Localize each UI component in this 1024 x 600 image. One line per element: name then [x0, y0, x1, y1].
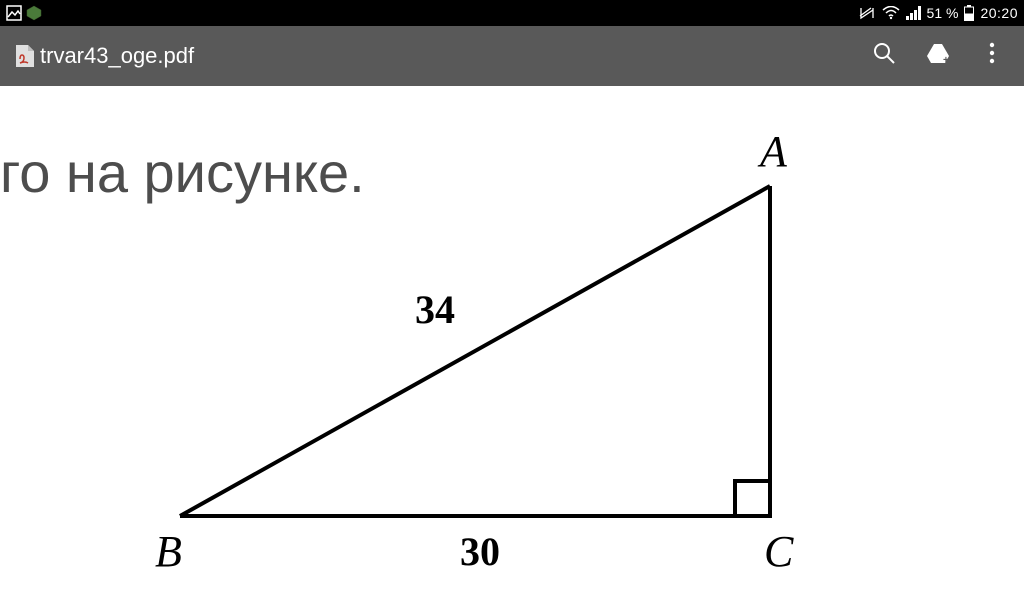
picture-icon — [6, 5, 22, 21]
document-viewport[interactable]: го на рисунке. A B C 34 30 — [0, 86, 1024, 600]
vibrate-icon — [858, 5, 876, 21]
app-bar: trvar43_oge.pdf + — [0, 26, 1024, 86]
clock-text: 20:20 — [980, 5, 1018, 21]
wifi-icon — [882, 6, 900, 20]
battery-text: 51 % — [927, 5, 959, 21]
svg-text:+: + — [943, 55, 949, 64]
signal-icon — [906, 6, 921, 20]
drive-button[interactable]: + — [926, 44, 950, 68]
search-button[interactable] — [872, 44, 896, 68]
vertex-label-a: A — [760, 126, 787, 177]
status-left — [6, 5, 42, 21]
app-actions: + — [872, 44, 1010, 68]
side-label-ab: 34 — [415, 286, 455, 333]
search-icon — [873, 42, 895, 70]
triangle-diagram: A B C 34 30 — [150, 126, 830, 596]
status-right: 51 % 20:20 — [858, 5, 1018, 21]
battery-icon — [964, 5, 974, 21]
app-title[interactable]: trvar43_oge.pdf — [14, 43, 194, 69]
side-label-bc: 30 — [460, 528, 500, 575]
drive-icon: + — [926, 42, 950, 70]
vertex-label-c: C — [764, 526, 793, 577]
vertex-label-b: B — [155, 526, 182, 577]
overflow-menu-button[interactable] — [980, 44, 1004, 68]
status-bar: 51 % 20:20 — [0, 0, 1024, 26]
app-notification-icon — [26, 5, 42, 21]
pdf-file-icon — [14, 45, 34, 67]
more-vert-icon — [989, 42, 995, 70]
triangle-svg — [150, 126, 830, 596]
filename-label: trvar43_oge.pdf — [40, 43, 194, 69]
